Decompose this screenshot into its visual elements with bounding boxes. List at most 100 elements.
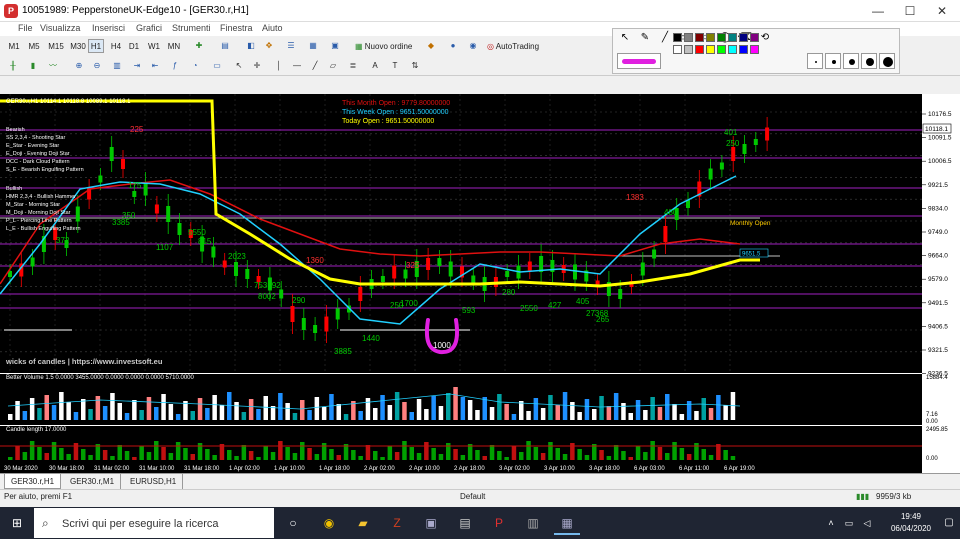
autotrading-button[interactable]: ◎ AutoTrading bbox=[482, 39, 544, 53]
remote-desktop-icon[interactable]: ▣ bbox=[418, 511, 444, 535]
menu-grafici[interactable]: Grafici bbox=[136, 23, 162, 33]
arrows-icon[interactable]: ⇅ bbox=[408, 59, 422, 73]
timeframe-h1[interactable]: H1 bbox=[88, 39, 104, 53]
candle-chart-icon[interactable]: ▮ bbox=[26, 59, 40, 73]
color-swatch[interactable] bbox=[673, 45, 682, 54]
menu-aiuto[interactable]: Aiuto bbox=[262, 23, 283, 33]
menu-finestra[interactable]: Finestra bbox=[220, 23, 253, 33]
color-swatch[interactable] bbox=[750, 33, 759, 42]
line-chart-icon[interactable]: 〰 bbox=[46, 59, 60, 73]
tab-ger30-h1[interactable]: GER30.r,H1 bbox=[4, 474, 61, 489]
periods-icon[interactable]: ◔ bbox=[188, 59, 202, 73]
palette-tool-icon[interactable]: ⟲ bbox=[757, 31, 773, 45]
navigator-icon[interactable]: ☰ bbox=[284, 39, 298, 53]
menu-file[interactable]: File bbox=[18, 23, 33, 33]
color-swatch[interactable] bbox=[750, 45, 759, 54]
zoom-out-icon[interactable]: ⊖ bbox=[90, 59, 104, 73]
pepperstone-app-icon[interactable]: P bbox=[486, 511, 512, 535]
timeframe-m1[interactable]: M1 bbox=[6, 39, 22, 53]
timeframe-mn[interactable]: MN bbox=[166, 39, 182, 53]
horizontal-line-icon[interactable]: — bbox=[290, 59, 304, 73]
maximize-button[interactable]: ☐ bbox=[894, 0, 926, 22]
color-swatch[interactable] bbox=[728, 45, 737, 54]
pen-size-option[interactable] bbox=[825, 53, 841, 69]
trendline-icon[interactable]: ╱ bbox=[308, 59, 322, 73]
community-icon[interactable]: ● bbox=[446, 39, 460, 53]
autoscroll-icon[interactable]: ⇥ bbox=[130, 59, 144, 73]
palette-tool-icon[interactable]: ╱ bbox=[657, 31, 673, 45]
tile-windows-icon[interactable]: ▥ bbox=[110, 59, 124, 73]
selected-pen-stroke[interactable] bbox=[617, 53, 661, 69]
color-swatch[interactable] bbox=[706, 33, 715, 42]
channel-icon[interactable]: ▱ bbox=[326, 59, 340, 73]
crosshair-icon[interactable]: ✛ bbox=[250, 59, 264, 73]
terminal-app-icon[interactable]: ▤ bbox=[452, 511, 478, 535]
color-swatch[interactable] bbox=[695, 45, 704, 54]
timeframe-m15[interactable]: M15 bbox=[46, 39, 66, 53]
color-swatch[interactable] bbox=[684, 33, 693, 42]
color-swatch[interactable] bbox=[739, 45, 748, 54]
close-button[interactable]: ✕ bbox=[926, 0, 958, 22]
chart-shift-icon[interactable]: ⇤ bbox=[148, 59, 162, 73]
notes-app-icon[interactable]: ▥ bbox=[520, 511, 546, 535]
task-view-icon[interactable]: ○ bbox=[280, 511, 306, 535]
new-chart-icon[interactable]: ✚ bbox=[192, 39, 206, 53]
chrome-icon[interactable]: ◉ bbox=[316, 511, 342, 535]
minimize-button[interactable]: — bbox=[862, 0, 894, 22]
vertical-line-icon[interactable]: │ bbox=[272, 59, 286, 73]
timeframe-m30[interactable]: M30 bbox=[68, 39, 88, 53]
label-tool-icon[interactable]: T bbox=[388, 59, 402, 73]
tab-eurusd-h1[interactable]: EURUSD,H1 bbox=[124, 474, 183, 489]
pen-size-option[interactable] bbox=[843, 53, 859, 69]
new-order-button[interactable]: ▦ Nuovo ordine bbox=[350, 39, 417, 53]
pen-size-option[interactable] bbox=[879, 53, 895, 69]
timeframe-w1[interactable]: W1 bbox=[146, 39, 162, 53]
windows-start-icon[interactable]: ⊞ bbox=[4, 511, 30, 535]
color-swatch[interactable] bbox=[673, 33, 682, 42]
timeframe-d1[interactable]: D1 bbox=[126, 39, 142, 53]
pen-size-option[interactable] bbox=[807, 53, 823, 69]
bullish-legend-line: L_E - Bullish Engulfing Pattern bbox=[6, 226, 81, 232]
volume-bar bbox=[643, 410, 648, 420]
pen-size-dot bbox=[883, 57, 893, 67]
color-swatch[interactable] bbox=[695, 33, 704, 42]
indicators-icon[interactable]: ƒ bbox=[168, 59, 182, 73]
data-window-icon[interactable]: ✥ bbox=[262, 39, 276, 53]
color-swatch[interactable] bbox=[684, 45, 693, 54]
fibonacci-icon[interactable]: ≣ bbox=[346, 59, 360, 73]
filezilla-icon[interactable]: Z bbox=[384, 511, 410, 535]
color-swatch[interactable] bbox=[706, 45, 715, 54]
color-swatch[interactable] bbox=[717, 45, 726, 54]
palette-tool-icon[interactable]: ↖ bbox=[617, 31, 633, 45]
palette-tool-icon[interactable]: ✎ bbox=[637, 31, 653, 45]
signals-icon[interactable]: ◉ bbox=[466, 39, 480, 53]
zoom-in-icon[interactable]: ⊕ bbox=[72, 59, 86, 73]
metaeditor-icon[interactable]: ◆ bbox=[424, 39, 438, 53]
color-swatch[interactable] bbox=[728, 33, 737, 42]
menu-visualizza[interactable]: Visualizza bbox=[40, 23, 80, 33]
bar-chart-icon[interactable]: ╫ bbox=[6, 59, 20, 73]
taskbar-search-box[interactable]: ⌕ Scrivi qui per eseguire la ricerca bbox=[34, 508, 274, 538]
candle-length-header: Candle length 17.0000 bbox=[6, 427, 67, 433]
pen-size-option[interactable] bbox=[861, 53, 877, 69]
timeframe-m5[interactable]: M5 bbox=[26, 39, 42, 53]
timeframe-h4[interactable]: H4 bbox=[108, 39, 124, 53]
chart-window[interactable]: 225 175 350 3385 372 1107 815 5550 2023 753592 800… bbox=[0, 94, 960, 473]
color-swatch[interactable] bbox=[739, 33, 748, 42]
volume-bar bbox=[468, 400, 473, 420]
tab-ger30-m1[interactable]: GER30.r,M1 bbox=[64, 474, 121, 489]
cursor-icon[interactable]: ↖ bbox=[232, 59, 246, 73]
market-watch-icon[interactable]: ◧ bbox=[244, 39, 258, 53]
profiles-icon[interactable]: ▤ bbox=[218, 39, 232, 53]
menu-strumenti[interactable]: Strumenti bbox=[172, 23, 211, 33]
templates-icon[interactable]: ▭ bbox=[210, 59, 224, 73]
file-explorer-icon[interactable]: ▰ bbox=[350, 511, 376, 535]
menu-inserisci[interactable]: Inserisci bbox=[92, 23, 125, 33]
color-swatch[interactable] bbox=[717, 33, 726, 42]
terminal-icon[interactable]: ▦ bbox=[306, 39, 320, 53]
notifications-icon[interactable]: ▢ bbox=[936, 511, 960, 535]
metatrader-app-icon[interactable]: ▦ bbox=[554, 511, 580, 535]
strategy-tester-icon[interactable]: ▣ bbox=[328, 39, 342, 53]
text-tool-icon[interactable]: A bbox=[368, 59, 382, 73]
